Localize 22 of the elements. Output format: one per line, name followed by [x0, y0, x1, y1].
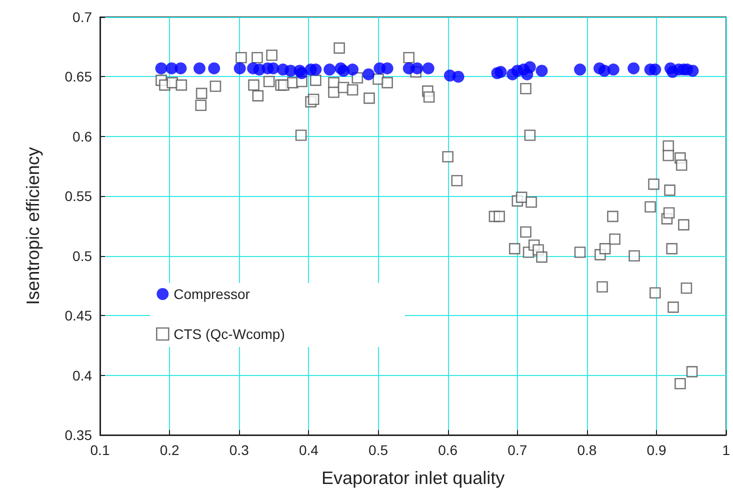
x-tick-label: 0.5: [368, 442, 388, 458]
legend-label: Compressor: [174, 286, 250, 302]
x-tick-label: 0.1: [90, 442, 110, 458]
y-tick-label: 0.7: [72, 9, 92, 25]
y-tick-label: 0.55: [64, 188, 92, 204]
y-tick-label: 0.35: [64, 427, 92, 443]
y-tick-label: 0.65: [64, 68, 92, 85]
x-tick-label: 0.6: [438, 442, 458, 458]
y-tick-label: 0.6: [72, 128, 92, 144]
x-tick-label: 0.3: [229, 442, 250, 458]
y-tick-label: 0.5: [72, 248, 92, 264]
x-tick-label: 0.2: [160, 442, 180, 458]
x-tick-label: 0.4: [298, 442, 319, 458]
x-tick-label: 0.9: [646, 442, 666, 458]
x-tick-label: 0.7: [508, 442, 528, 458]
y-axis-title: Isentropic efficiency: [23, 147, 43, 305]
x-tick-label: 1: [722, 442, 730, 458]
legend-label: CTS (Qc-Wcomp): [174, 326, 285, 342]
y-tick-label: 0.4: [72, 367, 92, 384]
x-tick-label: 0.8: [577, 442, 597, 458]
x-axis-title: Evaporator inlet quality: [322, 468, 505, 488]
y-tick-label: 0.45: [64, 308, 92, 324]
